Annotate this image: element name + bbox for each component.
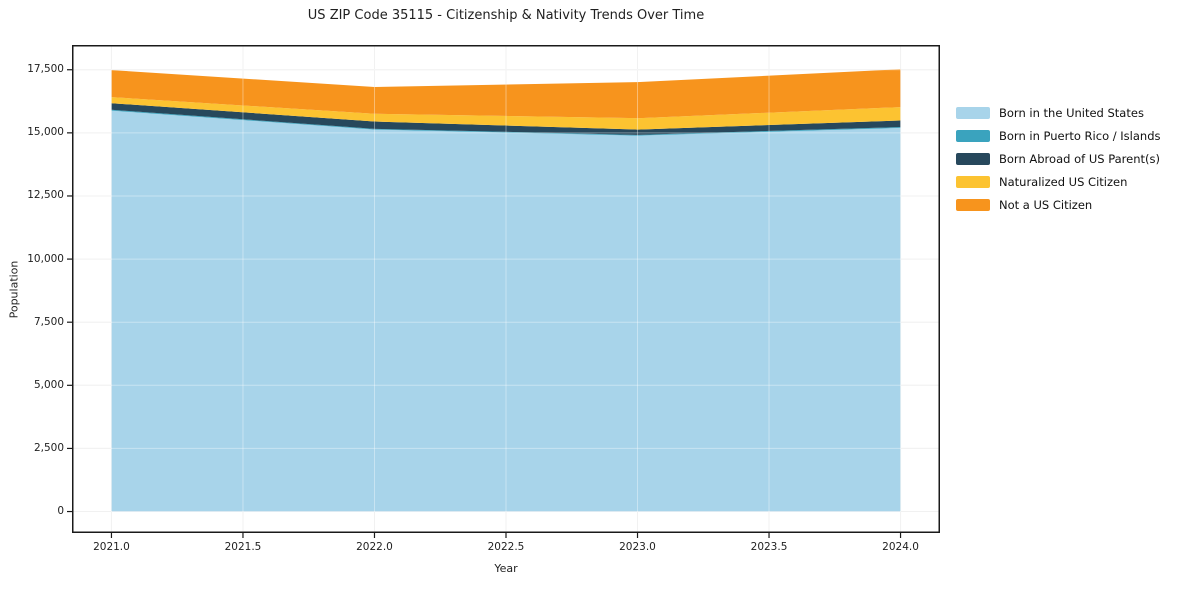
- y-axis-label: Population: [7, 260, 21, 319]
- legend-item: Born in Puerto Rico / Islands: [956, 124, 1161, 147]
- area-not-a-us-citizen: [111, 69, 901, 119]
- legend-swatch: [956, 175, 990, 188]
- x-tick-label: 2023.0: [619, 541, 656, 553]
- x-tick-label: 2021.5: [224, 541, 262, 553]
- legend-label: Born Abroad of US Parent(s): [999, 151, 1160, 166]
- x-tick-label: 2021.0: [93, 541, 130, 553]
- plot-border: [72, 45, 940, 533]
- legend-item: Born in the United States: [956, 101, 1161, 124]
- area-naturalized-us-citizen: [111, 97, 901, 130]
- y-tick-label: 7,500: [33, 315, 64, 328]
- legend-swatch: [956, 152, 990, 165]
- legend-swatch: [956, 198, 990, 211]
- x-tick-label: 2024.0: [882, 541, 919, 553]
- x-tick-label: 2022.0: [356, 541, 393, 553]
- legend-label: Not a US Citizen: [999, 197, 1093, 212]
- chart-title: US ZIP Code 35115 - Citizenship & Nativi…: [307, 8, 705, 23]
- x-tick-label: 2023.5: [750, 541, 788, 553]
- area-born-abroad-of-us-parent-s: [111, 103, 901, 135]
- legend-item: Not a US Citizen: [956, 193, 1161, 216]
- legend-item: Born Abroad of US Parent(s): [956, 147, 1161, 170]
- y-tick-label: 17,500: [27, 63, 64, 76]
- x-tick-label: 2022.5: [487, 541, 525, 553]
- y-tick-label: 10,000: [27, 252, 64, 265]
- legend-item: Naturalized US Citizen: [956, 170, 1161, 193]
- y-tick-label: 0: [57, 505, 64, 518]
- legend: Born in the United States Born in Puerto …: [956, 101, 1161, 216]
- legend-swatch: [956, 106, 990, 119]
- y-tick-label: 15,000: [27, 126, 64, 139]
- legend-label: Born in Puerto Rico / Islands: [999, 128, 1161, 143]
- y-tick-label: 12,500: [27, 189, 64, 202]
- legend-label: Naturalized US Citizen: [999, 174, 1128, 189]
- y-tick-label: 5,000: [33, 378, 64, 391]
- legend-swatch: [956, 129, 990, 142]
- plot-area: [67, 45, 940, 538]
- legend-label: Born in the United States: [999, 105, 1144, 120]
- stacked-area-chart: [67, 45, 940, 538]
- area-born-in-the-united-states: [111, 110, 901, 512]
- x-axis-label: Year: [494, 562, 518, 575]
- y-tick-label: 2,500: [33, 441, 64, 454]
